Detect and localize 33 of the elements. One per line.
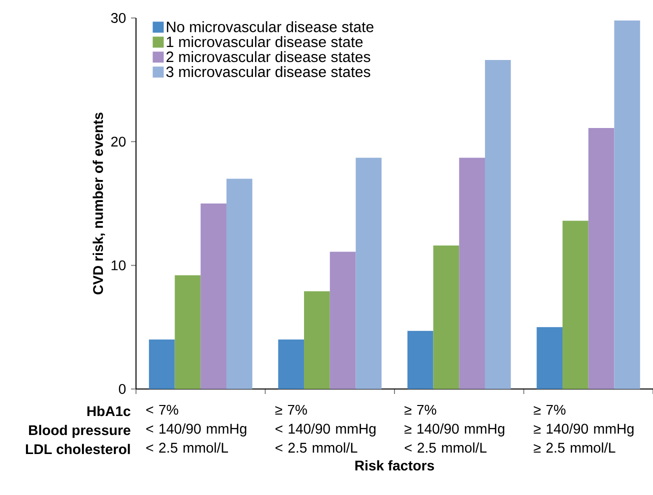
bar: [148, 340, 175, 389]
bar: [459, 158, 485, 389]
bar: [356, 158, 382, 389]
x-tick-label: < 7% < 140/90 mmHg < 2.5 mmol/L: [146, 404, 246, 453]
bar: [407, 330, 434, 389]
bar: [562, 220, 588, 389]
bar: [330, 252, 356, 389]
legend-label: 1 microvascular disease state: [166, 36, 363, 48]
x-axis-title: Risk factors: [355, 460, 434, 471]
legend-label: 2 microvascular disease states: [166, 51, 370, 62]
text: HbA1c: [87, 406, 130, 416]
bar: [226, 178, 252, 389]
bar: [433, 246, 460, 389]
y-tick-label: 0: [118, 384, 126, 394]
bar: [304, 291, 330, 389]
y-tick-label: 20: [111, 136, 126, 147]
x-tick-label: ≥ 7% ≥ 140/90 mmHg < 2.5 mmol/L: [404, 404, 504, 453]
y-tick-label: 10: [112, 260, 126, 270]
text: LDL cholesterol: [26, 444, 130, 454]
bar: [588, 128, 614, 389]
legend-label: No microvascular disease state: [166, 21, 374, 32]
bar: [484, 60, 511, 389]
bar: [200, 203, 226, 389]
y-axis-title: CVD risk, number of events: [92, 112, 106, 294]
bar: [536, 327, 563, 389]
bar: [278, 340, 304, 389]
y-tick-label: 30: [111, 13, 126, 23]
bar: [174, 275, 201, 389]
legend-label: 3 microvascular disease states: [166, 66, 370, 78]
x-tick-label: ≥ 7% < 140/90 mmHg < 2.5 mmol/L: [275, 404, 376, 453]
bar: [614, 20, 640, 389]
x-tick-label: ≥ 7% ≥ 140/90 mmHg ≥ 2.5 mmol/L: [534, 404, 634, 453]
text: Blood pressure: [29, 424, 130, 438]
